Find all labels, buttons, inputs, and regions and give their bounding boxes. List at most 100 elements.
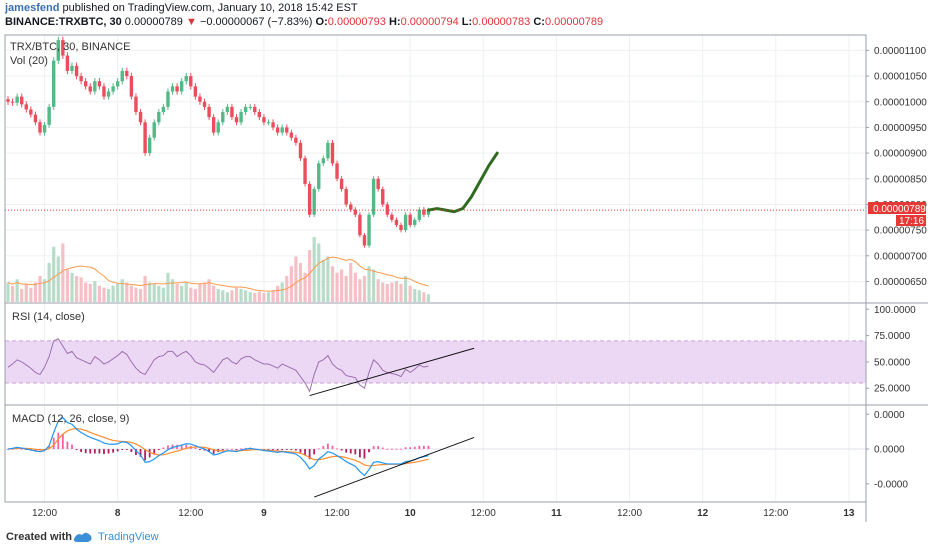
symbol-label: BINANCE:TRXBTC, 30 <box>5 16 122 28</box>
volume-bar <box>88 283 92 302</box>
volume-bar <box>216 289 220 302</box>
countdown-tag <box>896 215 926 226</box>
candlesticks <box>6 36 431 248</box>
volume-bar <box>24 283 28 302</box>
volume-bar <box>244 290 248 302</box>
chart-frame <box>4 34 867 503</box>
macd-hist-bar <box>317 448 320 450</box>
macd-hist-bar <box>272 449 274 451</box>
rsi-band <box>5 340 866 384</box>
volume-bar <box>349 263 353 302</box>
price-tick-label: 0.00000850 <box>874 174 927 185</box>
candle-body <box>120 70 124 82</box>
chart-area[interactable]: 0.00001100 0.00001050 0.00001000 0.00000950… <box>0 32 932 526</box>
candle-body <box>330 142 335 164</box>
volume-bar <box>330 266 335 302</box>
macd-hist-bar <box>290 449 293 451</box>
macd-hist-bar <box>107 449 110 454</box>
candle-body <box>42 124 47 133</box>
macd-hist-bar <box>57 432 60 450</box>
macd-hist-bar <box>308 449 311 460</box>
macd-hist-bar <box>267 449 270 451</box>
macd-hist-bar <box>130 449 133 453</box>
macd-hist-bar <box>93 449 96 454</box>
candle-body <box>294 137 298 143</box>
macd-hist-bar <box>390 448 393 450</box>
published-text: published on TradingView.com, January 10… <box>62 2 358 14</box>
ohlc-line: BINANCE:TRXBTC, 30 0.00000789 ▼ −0.00000… <box>5 16 603 28</box>
candle-body <box>321 158 326 164</box>
candle-body <box>97 81 102 87</box>
candle-body <box>353 209 358 215</box>
volume-bar <box>134 287 138 302</box>
volume-bar <box>79 277 83 302</box>
candle-body <box>129 76 134 97</box>
time-tick-label: 13 <box>843 508 855 519</box>
candle-body <box>74 65 79 77</box>
price-tick-label: 0.00001050 <box>874 72 927 83</box>
time-axis[interactable]: 12:00 8 12:00 9 12:00 10 12:00 11 12:00 12 12:00 13 <box>32 508 855 519</box>
macd-tick-label: 0.0000 <box>874 410 905 421</box>
macd-hist-bar <box>148 449 151 458</box>
candle-body <box>257 112 262 118</box>
macd-hist-bar <box>281 449 284 451</box>
rsi-tick-label: 75.0000 <box>874 331 911 342</box>
volume-bar <box>422 292 426 302</box>
volume-bar <box>289 266 293 302</box>
candle-body <box>79 76 83 82</box>
macd-hist-bar <box>162 447 165 450</box>
macd-path <box>7 416 429 477</box>
candle-body <box>275 127 280 133</box>
volume-bar <box>426 294 431 302</box>
macd-hist-bar <box>299 449 302 453</box>
price-tick-label: 0.00000650 <box>874 277 927 288</box>
volume-bar <box>344 276 348 302</box>
volume-bar <box>52 246 56 302</box>
rsi-tick-label: 50.0000 <box>874 357 911 368</box>
volume-legend: Vol (20) <box>10 55 48 67</box>
volume-bar <box>97 285 101 302</box>
price-tick-label: 0.00001000 <box>874 97 927 108</box>
macd-lines <box>5 416 866 477</box>
close-label: C: <box>533 16 545 28</box>
volume-bar <box>129 285 133 302</box>
volume-bar <box>353 272 357 302</box>
candle-body <box>285 127 289 133</box>
candle-body <box>385 204 390 215</box>
candle-body <box>216 122 220 133</box>
candle-body <box>10 101 15 103</box>
candle-body <box>221 112 225 123</box>
volume-bar <box>225 292 229 302</box>
macd-hist-bar <box>125 449 128 451</box>
volume-bar <box>367 266 371 302</box>
macd-hist-bar <box>395 448 398 450</box>
volume-bar <box>170 279 175 302</box>
candle-body <box>175 86 179 92</box>
candle-body <box>134 96 138 113</box>
volume-bar <box>248 292 252 302</box>
time-tick-label: 12:00 <box>32 508 57 519</box>
candle-body <box>166 91 170 107</box>
tradingview-brand-link[interactable]: TradingView <box>98 531 159 543</box>
volume-bar <box>10 285 15 302</box>
volume-bar <box>38 276 42 302</box>
volume-bar <box>308 250 312 302</box>
last-price-tag <box>868 202 926 214</box>
macd-hist-bar <box>75 449 78 451</box>
author-link[interactable]: jamesfend <box>5 2 60 14</box>
candle-body <box>6 99 10 102</box>
macd-hist-bar <box>121 449 124 451</box>
macd-hist-bar <box>418 445 421 450</box>
candle-body <box>390 214 394 220</box>
tradingview-logo-icon <box>73 532 92 542</box>
volume-bar <box>42 279 47 302</box>
volume-bar <box>152 283 156 302</box>
volume-bar <box>253 292 257 302</box>
low-value: 0.00000783 <box>472 16 531 28</box>
candle-body <box>408 214 412 225</box>
macd-hist-bar <box>404 447 407 450</box>
volume-bar <box>116 283 120 302</box>
volume-bar <box>29 287 33 302</box>
price-tick-label: 0.00000950 <box>874 123 927 134</box>
price-axis[interactable]: 0.00001100 0.00001050 0.00001000 0.00000950… <box>866 46 927 490</box>
